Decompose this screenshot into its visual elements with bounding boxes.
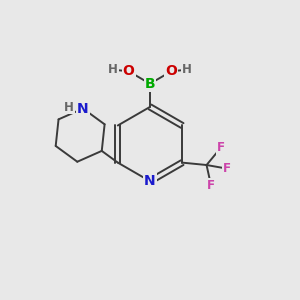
Text: B: B (145, 77, 155, 91)
Text: N: N (144, 174, 156, 188)
Text: F: F (217, 141, 225, 154)
Text: F: F (207, 179, 215, 192)
Text: N: N (77, 101, 89, 116)
Text: H: H (108, 63, 118, 76)
Text: H: H (182, 63, 192, 76)
Text: H: H (64, 100, 74, 114)
Text: O: O (166, 64, 177, 78)
Text: O: O (123, 64, 134, 78)
Text: F: F (223, 162, 231, 175)
